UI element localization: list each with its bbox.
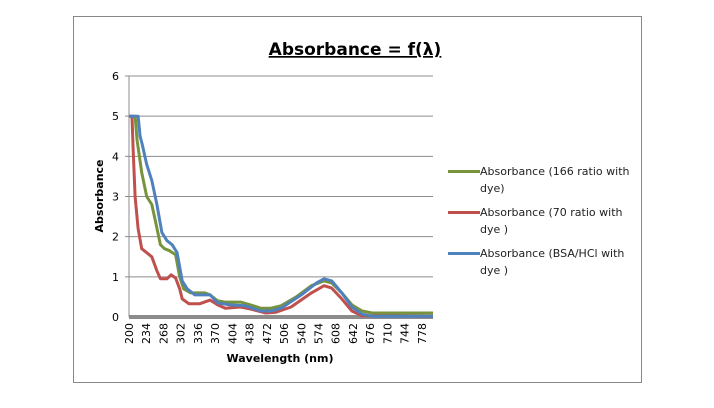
legend-label: Absorbance (BSA/HCl with dye ) — [480, 247, 625, 277]
x-tick-label: 302 — [175, 323, 188, 344]
y-tick-label: 3 — [112, 191, 119, 204]
y-tick-label: 4 — [112, 150, 119, 163]
legend-item: Absorbance (70 ratio with dye ) — [448, 204, 638, 238]
x-tick-label: 438 — [244, 323, 257, 344]
x-tick-label: 506 — [278, 323, 291, 344]
legend-label: Absorbance (166 ratio with dye) — [480, 165, 630, 195]
series-line-2 — [129, 114, 433, 318]
x-axis-label: Wavelength (nm) — [227, 352, 334, 365]
legend-item: Absorbance (166 ratio with dye) — [448, 163, 638, 197]
legend-label: Absorbance (70 ratio with dye ) — [480, 206, 623, 236]
x-tick-label: 642 — [347, 323, 360, 344]
x-tick-label: 574 — [312, 323, 325, 344]
y-tick-label: 6 — [112, 70, 119, 83]
y-tick-label: 5 — [112, 110, 119, 123]
y-tick-label: 0 — [112, 311, 119, 324]
y-tick-label: 2 — [112, 231, 119, 244]
chart-area — [73, 16, 642, 383]
series-line-1 — [129, 114, 434, 318]
x-tick-label: 200 — [123, 323, 136, 344]
series-line-0 — [129, 114, 433, 315]
y-tick-label: 1 — [112, 271, 119, 284]
x-tick-label: 608 — [330, 323, 343, 344]
legend-swatch-blue — [448, 252, 480, 255]
y-axis-label: Absorbance — [93, 159, 106, 232]
legend-item: Absorbance (BSA/HCl with dye ) — [448, 245, 638, 279]
legend-swatch-red — [448, 211, 480, 214]
x-tick-label: 234 — [140, 323, 153, 344]
x-tick-label: 676 — [364, 323, 377, 344]
x-tick-label: 336 — [192, 323, 205, 344]
chart-title: Absorbance = f(λ) — [269, 40, 442, 60]
x-tick-label: 370 — [209, 323, 222, 344]
x-tick-label: 778 — [416, 323, 429, 344]
x-tick-label: 268 — [157, 323, 170, 344]
x-tick-label: 540 — [295, 323, 308, 344]
x-tick-label: 472 — [261, 323, 274, 344]
x-tick-label: 744 — [399, 323, 412, 344]
x-tick-label: 710 — [381, 323, 394, 344]
legend: Absorbance (166 ratio with dye) Absorban… — [448, 163, 638, 286]
x-tick-label: 404 — [226, 323, 239, 344]
legend-swatch-green — [448, 170, 480, 173]
